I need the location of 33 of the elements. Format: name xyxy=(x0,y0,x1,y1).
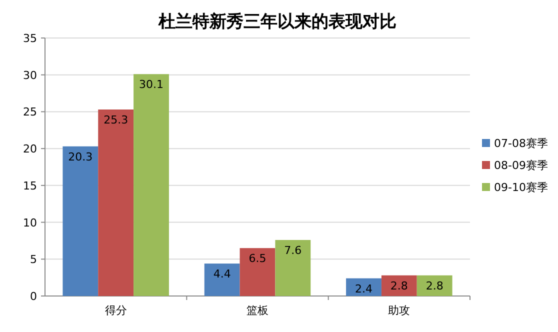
y-tick-label: 0 xyxy=(30,290,37,303)
bar xyxy=(62,146,98,296)
bar xyxy=(134,74,169,296)
legend-label: 08-09赛季 xyxy=(494,159,548,172)
data-label: 20.3 xyxy=(68,150,93,164)
data-label: 2.8 xyxy=(390,279,408,292)
x-tick-label: 篮板 xyxy=(246,304,268,317)
y-tick-label: 25 xyxy=(23,106,37,119)
legend-label: 09-10赛季 xyxy=(494,181,548,194)
y-tick-label: 15 xyxy=(23,179,37,192)
bar xyxy=(98,110,134,296)
x-tick-label: 助攻 xyxy=(388,304,410,317)
y-tick-label: 10 xyxy=(23,216,37,230)
y-tick-label: 20 xyxy=(23,142,37,156)
y-tick-label: 5 xyxy=(30,253,37,266)
data-label: 6.5 xyxy=(248,252,266,266)
data-label: 2.4 xyxy=(355,282,372,296)
bar xyxy=(346,278,382,296)
bar xyxy=(381,275,417,296)
bar xyxy=(240,248,276,296)
data-label: 25.3 xyxy=(104,114,128,127)
x-tick-label: 得分 xyxy=(104,304,127,317)
bar xyxy=(204,264,240,296)
data-label: 7.6 xyxy=(284,244,302,257)
y-tick-label: 30 xyxy=(23,68,37,82)
data-label: 2.8 xyxy=(426,279,444,292)
bar xyxy=(275,240,311,296)
data-label: 4.4 xyxy=(213,268,231,281)
data-label: 30.1 xyxy=(139,78,164,92)
chart-title: 杜兰特新秀三年以来的表现对比 xyxy=(158,12,396,32)
bar xyxy=(416,275,452,296)
y-tick-label: 35 xyxy=(23,32,37,45)
legend-label: 07-08赛季 xyxy=(494,137,548,150)
